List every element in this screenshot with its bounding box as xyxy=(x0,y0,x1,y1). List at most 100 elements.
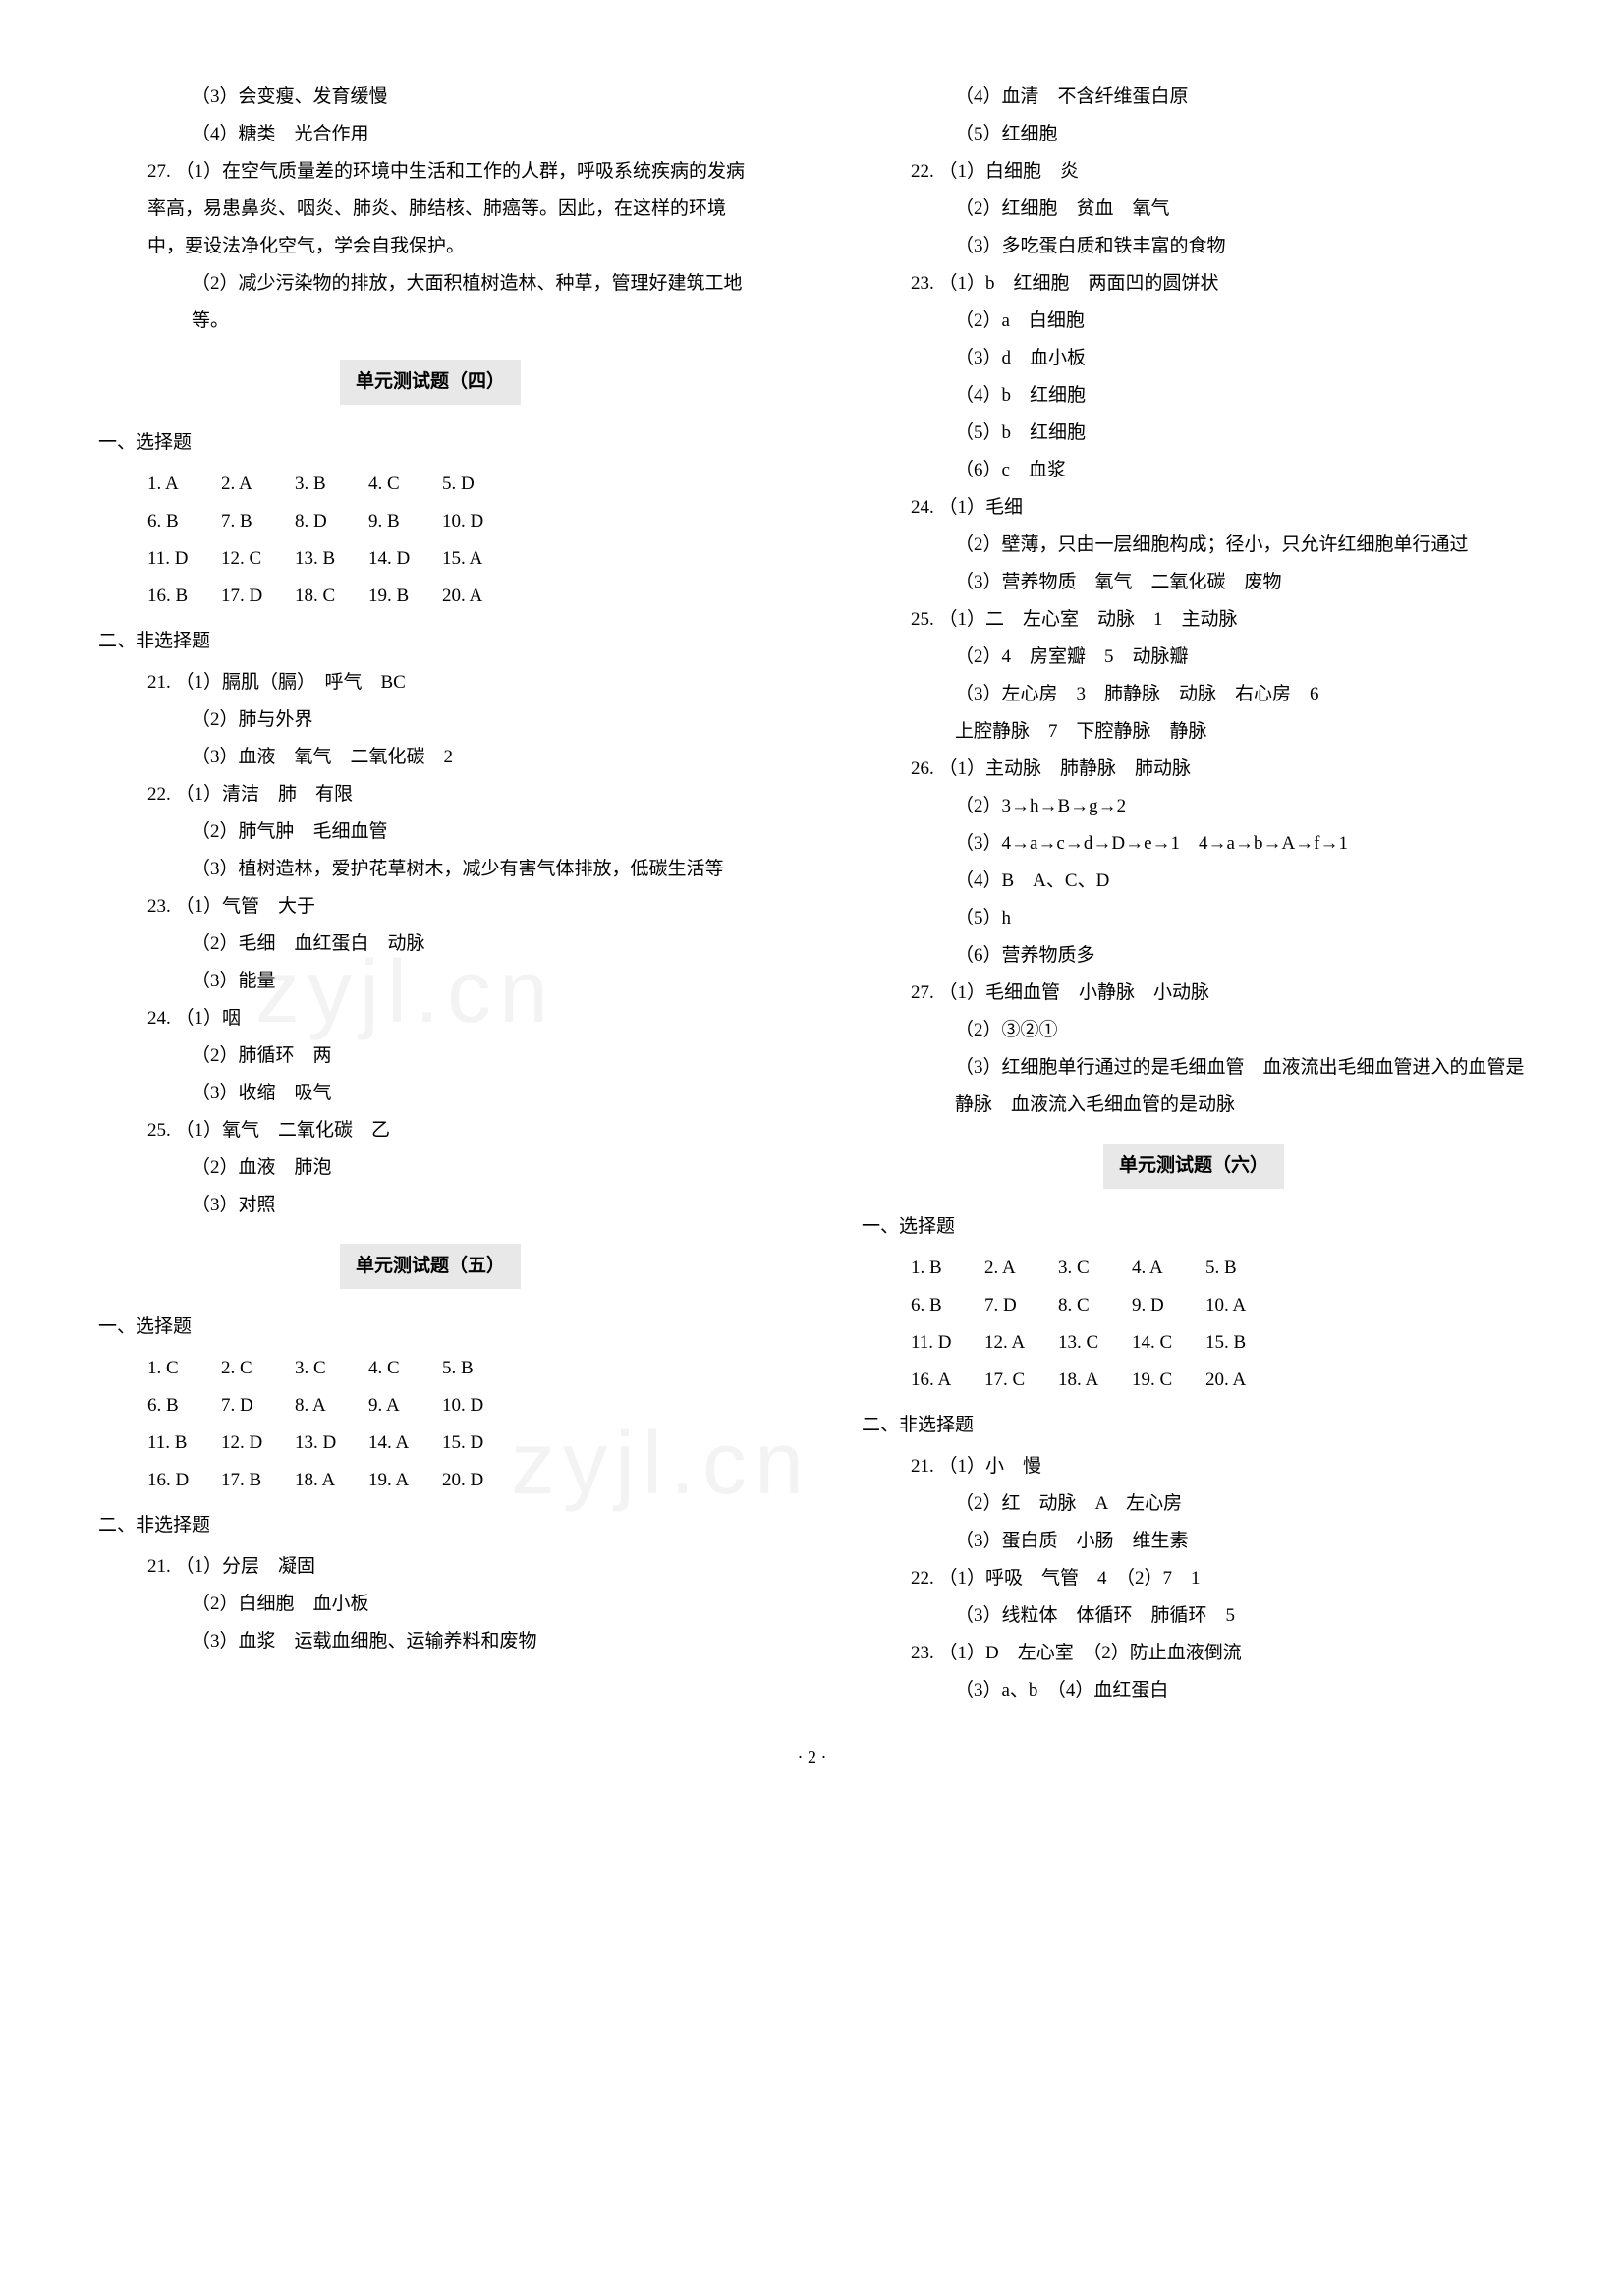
answer-text: （3）蛋白质 小肠 维生素 xyxy=(862,1523,1526,1560)
mc-heading: 一、选择题 xyxy=(98,424,762,462)
answer-text: （1）二 左心室 动脉 1 主动脉 xyxy=(939,609,1238,630)
question-number: 25. xyxy=(147,1120,176,1141)
mc-row: 1. B2. A3. C4. A5. B xyxy=(862,1250,1526,1287)
answer-text: （4）b 红细胞 xyxy=(862,377,1526,415)
mc-answer: 17. D xyxy=(221,578,295,615)
nmc-block: 22. （1）白细胞 炎（2）红细胞 贫血 氧气（3）多吃蛋白质和铁丰富的食物 2… xyxy=(862,153,1526,1124)
answer-text: （1）b 红细胞 两面凹的圆饼状 xyxy=(939,273,1219,294)
answer-text: （1）毛细 xyxy=(939,497,1024,518)
mc-answer: 6. B xyxy=(147,503,221,540)
mc-answer: 14. D xyxy=(368,540,442,578)
answer-text: （5）b 红细胞 xyxy=(862,415,1526,452)
mc-answer: 20. A xyxy=(442,578,516,615)
mc-row: 11. D12. C13. B14. D15. A xyxy=(98,540,762,578)
question-number: 21. xyxy=(147,1556,176,1577)
nmc-heading: 二、非选择题 xyxy=(862,1407,1526,1444)
mc-answer: 8. C xyxy=(1058,1287,1132,1324)
question-number: 22. xyxy=(147,784,176,805)
left-column: （3）会变瘦、发育缓慢 （4）糖类 光合作用 27. （1）在空气质量差的环境中… xyxy=(98,79,762,1709)
answer-text: （3）血液 氧气 二氧化碳 2 xyxy=(98,739,762,776)
mc-row: 16. A17. C18. A19. C20. A xyxy=(862,1362,1526,1399)
mc-answer: 19. C xyxy=(1132,1362,1205,1399)
mc-row: 16. D17. B18. A19. A20. D xyxy=(98,1462,762,1499)
mc-answer: 16. B xyxy=(147,578,221,615)
mc-answer: 16. D xyxy=(147,1462,221,1499)
answer-text: （2）③②① xyxy=(862,1012,1526,1049)
mc-answer: 13. B xyxy=(295,540,368,578)
mc-row: 6. B7. D8. A9. A10. D xyxy=(98,1387,762,1425)
answer-text: （3）红细胞单行通过的是毛细血管 血液流出毛细血管进入的血管是静脉 血液流入毛细… xyxy=(862,1049,1526,1124)
question-number: 26. xyxy=(911,758,939,779)
mc-answer: 19. B xyxy=(368,578,442,615)
answer-text: （3）营养物质 氧气 二氧化碳 废物 xyxy=(862,564,1526,601)
question-item: 25. （1）氧气 二氧化碳 乙 xyxy=(98,1112,762,1149)
mc-block: 1. A2. A3. B4. C5. D6. B7. B8. D9. B10. … xyxy=(98,466,762,615)
mc-row: 11. D12. A13. C14. C15. B xyxy=(862,1324,1526,1362)
right-column: （4）血清 不含纤维蛋白原 （5）红细胞 22. （1）白细胞 炎（2）红细胞 … xyxy=(862,79,1526,1709)
mc-answer: 4. C xyxy=(368,466,442,503)
answer-text: （3）多吃蛋白质和铁丰富的食物 xyxy=(862,228,1526,265)
mc-answer: 4. A xyxy=(1132,1250,1205,1287)
mc-answer: 7. D xyxy=(984,1287,1058,1324)
unit-title: 单元测试题（六） xyxy=(1103,1144,1284,1189)
mc-answer: 17. C xyxy=(984,1362,1058,1399)
page-container: zyjl.cn zyjl.cn （3）会变瘦、发育缓慢 （4）糖类 光合作用 2… xyxy=(98,79,1526,1709)
answer-text: （1）氧气 二氧化碳 乙 xyxy=(176,1120,391,1141)
answer-text: （5）h xyxy=(862,900,1526,937)
mc-answer: 12. A xyxy=(984,1324,1058,1362)
mc-row: 11. B12. D13. D14. A15. D xyxy=(98,1425,762,1462)
answer-text: 上腔静脉 7 下腔静脉 静脉 xyxy=(862,713,1526,751)
answer-text: （2）血液 肺泡 xyxy=(98,1149,762,1187)
mc-block: 1. B2. A3. C4. A5. B6. B7. D8. C9. D10. … xyxy=(862,1250,1526,1399)
mc-answer: 6. B xyxy=(911,1287,984,1324)
mc-answer: 20. D xyxy=(442,1462,516,1499)
answer-text: （2）白细胞 血小板 xyxy=(98,1586,762,1623)
mc-answer: 15. D xyxy=(442,1425,516,1462)
nmc-heading: 二、非选择题 xyxy=(98,623,762,660)
question-number: 21. xyxy=(911,1456,939,1477)
question-item: 23. （1）气管 大于 xyxy=(98,888,762,925)
question-item: 21. （1）小 慢 xyxy=(862,1448,1526,1485)
question-item: 26. （1）主动脉 肺静脉 肺动脉 xyxy=(862,751,1526,788)
answer-text: （4）血清 不含纤维蛋白原 xyxy=(862,79,1526,116)
mc-answer: 8. A xyxy=(295,1387,368,1425)
answer-text: （2）壁薄，只由一层细胞构成；径小，只允许红细胞单行通过 xyxy=(862,527,1526,564)
unit-title: 单元测试题（五） xyxy=(340,1244,521,1289)
mc-answer: 14. C xyxy=(1132,1324,1205,1362)
nmc-block: 21. （1）膈肌（膈） 呼气 BC（2）肺与外界（3）血液 氧气 二氧化碳 2… xyxy=(98,664,762,1224)
mc-answer: 5. B xyxy=(1205,1250,1279,1287)
mc-answer: 11. B xyxy=(147,1425,221,1462)
answer-text: （2）肺气肿 毛细血管 xyxy=(98,813,762,851)
answer-text: （3）会变瘦、发育缓慢 xyxy=(98,79,762,116)
answer-text: （4）B A、C、D xyxy=(862,863,1526,900)
answer-text: （2）4 房室瓣 5 动脉瓣 xyxy=(862,639,1526,676)
answer-text: （2）3→h→B→g→2 xyxy=(862,788,1526,825)
question-number: 23. xyxy=(911,273,939,294)
question-number: 22. xyxy=(911,1568,939,1589)
mc-answer: 7. B xyxy=(221,503,295,540)
question-number: 21. xyxy=(147,672,176,693)
answer-text: （2）肺循环 两 xyxy=(98,1037,762,1075)
unit-title: 单元测试题（四） xyxy=(340,360,521,405)
mc-heading: 一、选择题 xyxy=(98,1309,762,1346)
mc-answer: 10. D xyxy=(442,503,516,540)
section-title-wrap: 单元测试题（四） xyxy=(98,360,762,405)
mc-answer: 5. D xyxy=(442,466,516,503)
nmc-block: 21. （1）分层 凝固（2）白细胞 血小板（3）血浆 运载血细胞、运输养料和废… xyxy=(98,1548,762,1660)
mc-answer: 13. D xyxy=(295,1425,368,1462)
question-number: 24. xyxy=(147,1008,176,1029)
question-number: 24. xyxy=(911,497,939,518)
answer-text: （3）左心房 3 肺静脉 动脉 右心房 6 xyxy=(862,676,1526,713)
answer-text: （3）血浆 运载血细胞、运输养料和废物 xyxy=(98,1623,762,1660)
mc-answer: 3. B xyxy=(295,466,368,503)
question-item: 22. （1）呼吸 气管 4 （2）7 1 xyxy=(862,1560,1526,1597)
answer-text: （3）植树造林，爱护花草树木，减少有害气体排放，低碳生活等 xyxy=(98,851,762,888)
nmc-heading: 二、非选择题 xyxy=(98,1507,762,1544)
question-item: 22. （1）白细胞 炎 xyxy=(862,153,1526,191)
mc-answer: 16. A xyxy=(911,1362,984,1399)
answer-text: （2）肺与外界 xyxy=(98,701,762,739)
answer-text: （2）红细胞 贫血 氧气 xyxy=(862,191,1526,228)
answer-text: （1）主动脉 肺静脉 肺动脉 xyxy=(939,758,1192,779)
question-number: 23. xyxy=(147,896,176,917)
answer-text: （1）在空气质量差的环境中生活和工作的人群，呼吸系统疾病的发病率高，易患鼻炎、咽… xyxy=(147,161,745,256)
